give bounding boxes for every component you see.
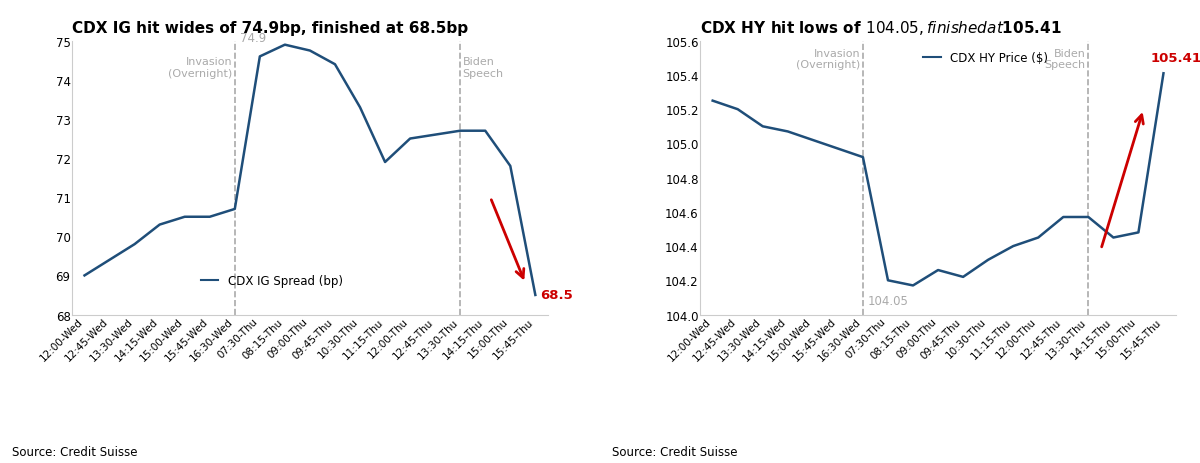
Text: 74.9: 74.9	[240, 32, 266, 45]
Text: Source: Credit Suisse: Source: Credit Suisse	[612, 445, 738, 458]
Text: Invasion
(Overnight): Invasion (Overnight)	[168, 57, 233, 79]
Legend: CDX HY Price ($): CDX HY Price ($)	[918, 48, 1052, 70]
Text: 105.41: 105.41	[1151, 52, 1200, 65]
Text: Biden
Speech: Biden Speech	[1045, 49, 1086, 70]
Text: Invasion
(Overnight): Invasion (Overnight)	[796, 49, 860, 70]
Text: Biden
Speech: Biden Speech	[463, 57, 504, 79]
Text: 68.5: 68.5	[540, 289, 574, 302]
Text: CDX HY hit lows of $104.05, finished at $105.41: CDX HY hit lows of $104.05, finished at …	[700, 19, 1062, 38]
Legend: CDX IG Spread (bp): CDX IG Spread (bp)	[196, 270, 348, 293]
Text: Source: Credit Suisse: Source: Credit Suisse	[12, 445, 138, 458]
Text: CDX IG hit wides of 74.9bp, finished at 68.5bp: CDX IG hit wides of 74.9bp, finished at …	[72, 21, 468, 37]
Text: 104.05: 104.05	[868, 294, 908, 307]
